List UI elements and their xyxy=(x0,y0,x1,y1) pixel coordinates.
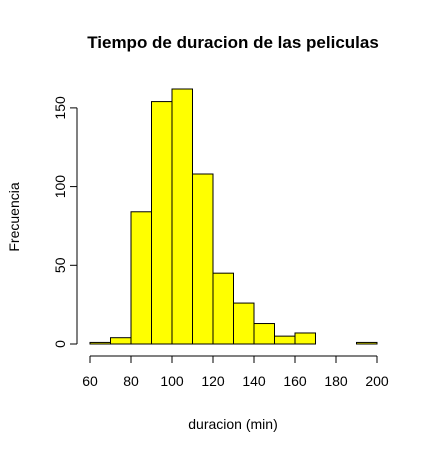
x-tick-label: 200 xyxy=(365,373,389,389)
histogram-bar xyxy=(193,174,214,344)
x-tick-label: 100 xyxy=(160,373,184,389)
histogram-bar xyxy=(357,342,378,344)
histogram-bar xyxy=(234,303,255,344)
histogram-bar xyxy=(275,336,296,344)
x-tick-label: 80 xyxy=(123,373,139,389)
histogram-bar xyxy=(295,333,316,344)
histogram-bar xyxy=(213,273,234,344)
x-axis-label: duracion (min) xyxy=(188,416,277,432)
y-tick-label: 100 xyxy=(52,175,68,199)
histogram-bar xyxy=(111,338,132,344)
histogram-bar xyxy=(152,102,173,344)
x-tick-label: 180 xyxy=(324,373,348,389)
histogram-bar xyxy=(90,342,111,344)
histogram-bar xyxy=(172,89,193,344)
y-tick-label: 0 xyxy=(52,340,68,348)
y-tick-label: 150 xyxy=(52,96,68,120)
y-axis: 0 50 100 150 xyxy=(52,96,77,348)
x-tick-label: 60 xyxy=(82,373,98,389)
x-tick-label: 120 xyxy=(201,373,225,389)
histogram-bars xyxy=(90,89,377,344)
y-axis-label: Frecuencia xyxy=(6,182,22,251)
histogram-bar xyxy=(254,324,275,344)
histogram-bar xyxy=(131,212,152,344)
chart-title: Tiempo de duracion de las peliculas xyxy=(87,33,379,52)
x-axis: 60 80 100 120 140 160 180 200 xyxy=(82,356,389,389)
x-tick-label: 160 xyxy=(283,373,307,389)
y-tick-label: 50 xyxy=(52,257,68,273)
x-tick-label: 140 xyxy=(242,373,266,389)
